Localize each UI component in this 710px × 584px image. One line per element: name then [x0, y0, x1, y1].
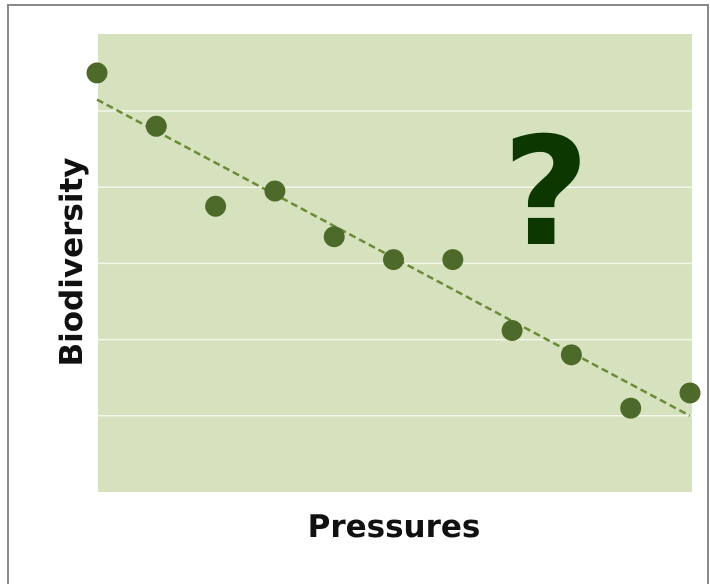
- question-mark-annotation: ?: [502, 106, 589, 280]
- data-points: [86, 62, 701, 419]
- x-axis-title: Pressures: [308, 509, 481, 545]
- y-axis-title: Biodiversity: [54, 158, 90, 367]
- data-point-8: [501, 319, 523, 341]
- data-point-11: [679, 382, 701, 404]
- data-point-2: [145, 115, 167, 137]
- data-point-5: [323, 226, 345, 248]
- data-point-10: [620, 397, 642, 419]
- data-point-9: [560, 344, 582, 366]
- data-point-4: [264, 180, 286, 202]
- data-point-7: [442, 249, 464, 271]
- data-point-1: [86, 62, 108, 84]
- chart-frame: [7, 4, 709, 584]
- data-point-6: [383, 249, 404, 271]
- data-point-3: [205, 195, 227, 217]
